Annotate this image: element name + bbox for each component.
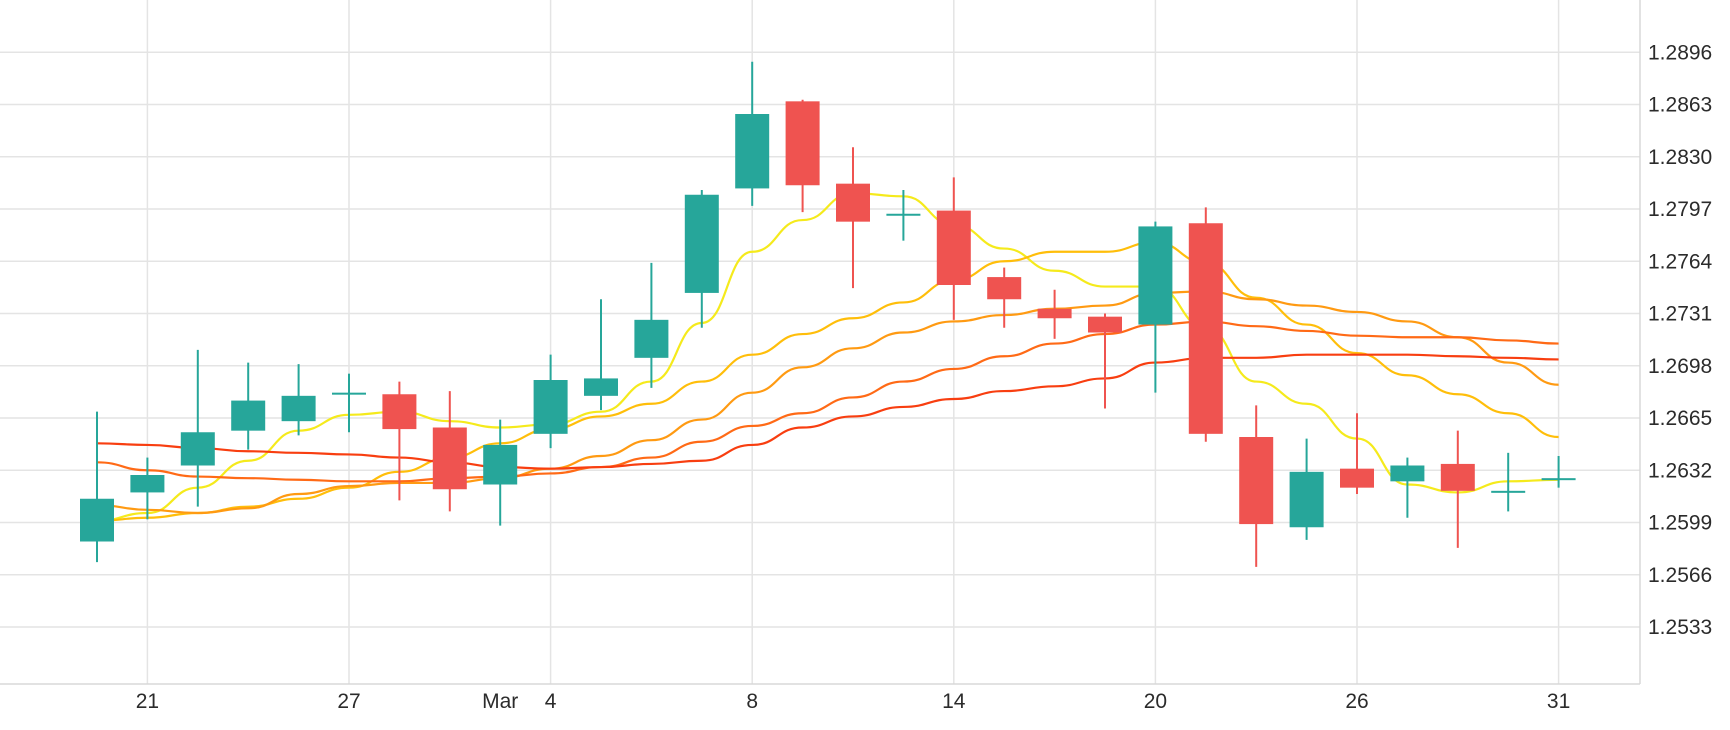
candle-18	[936, 177, 971, 320]
candle-body	[1239, 437, 1274, 525]
candle-26	[1340, 413, 1374, 494]
candle-11	[584, 299, 618, 411]
candle-1	[80, 411, 114, 563]
candle-10	[533, 354, 568, 449]
candle-body	[533, 380, 568, 434]
candle-20	[1037, 289, 1072, 339]
candle-2	[130, 457, 165, 520]
candle-body	[1289, 471, 1324, 528]
candle-body	[332, 392, 366, 395]
axis-layer: 1.2896 1.2863 1.2830 1.2797 1.2764 1.2731 1.26…	[0, 0, 1713, 713]
y-tick-label: 1.2533	[1648, 616, 1712, 639]
candle-body	[180, 432, 215, 466]
candle-body	[1088, 316, 1122, 333]
moving-average-line-4	[96, 320, 1559, 483]
candle-14	[735, 61, 770, 206]
candle-body	[80, 498, 114, 542]
candle-13	[684, 190, 719, 328]
y-tick-label: 1.2566	[1648, 564, 1712, 587]
y-tick-label: 1.2665	[1648, 407, 1712, 430]
y-tick-label: 1.2599	[1648, 512, 1712, 535]
candle-body	[684, 194, 719, 293]
x-tick-label: 21	[136, 690, 159, 713]
candle-body	[1491, 490, 1526, 493]
x-tick-label: 20	[1144, 690, 1167, 713]
candle-body	[1340, 468, 1374, 488]
candle-body	[130, 475, 165, 493]
candle-22	[1138, 221, 1173, 393]
candle-body	[1037, 308, 1072, 319]
candle-body	[1440, 463, 1475, 491]
candle-3	[180, 349, 215, 507]
x-tick-label: 31	[1547, 690, 1570, 713]
candle-body	[634, 319, 669, 358]
moving-average-line-5	[96, 353, 1559, 470]
candle-8	[432, 391, 467, 512]
candle-body	[382, 394, 417, 430]
y-tick-label: 1.2896	[1648, 41, 1712, 64]
grid-layer	[0, 0, 1640, 684]
candle-9	[483, 419, 518, 526]
candle-7	[382, 381, 417, 501]
x-tick-label: Mar	[482, 690, 518, 713]
candle-28	[1440, 430, 1475, 548]
candle-body	[432, 427, 467, 490]
moving-average-line-2	[96, 241, 1559, 523]
candle-body	[1541, 478, 1576, 481]
x-tick-label: 27	[337, 690, 360, 713]
x-tick-label: 8	[746, 690, 758, 713]
candle-body	[1188, 223, 1223, 434]
candle-4	[231, 362, 266, 450]
y-tick-label: 1.2698	[1648, 355, 1712, 378]
candle-body	[836, 183, 870, 222]
candle-layer	[80, 61, 1576, 567]
candle-21	[1088, 313, 1122, 409]
candle-25	[1289, 438, 1324, 540]
candle-24	[1239, 405, 1274, 567]
candle-body	[231, 400, 266, 431]
candle-29	[1491, 452, 1526, 512]
candle-27	[1390, 457, 1425, 518]
candle-16	[836, 147, 870, 289]
x-tick-label: 4	[545, 690, 557, 713]
candle-body	[785, 101, 820, 186]
candle-body	[584, 378, 618, 396]
candle-body	[483, 444, 518, 485]
candle-6	[332, 373, 366, 433]
candle-5	[281, 364, 316, 436]
candle-23	[1188, 207, 1223, 442]
candle-body	[1390, 465, 1425, 482]
x-tick-label: 26	[1345, 690, 1368, 713]
y-tick-label: 1.2797	[1648, 198, 1712, 221]
x-tick-label: 14	[942, 690, 966, 713]
candle-17	[886, 190, 921, 241]
candle-body	[936, 210, 971, 285]
y-tick-label: 1.2830	[1648, 146, 1712, 169]
y-tick-label: 1.2863	[1648, 94, 1712, 117]
candle-body	[886, 213, 921, 216]
candle-body	[1138, 226, 1173, 325]
candle-12	[634, 262, 669, 388]
candle-body	[987, 277, 1022, 300]
y-tick-label: 1.2764	[1648, 250, 1713, 273]
moving-average-line-3	[96, 290, 1559, 515]
candle-15	[785, 99, 820, 213]
y-tick-label: 1.2731	[1648, 303, 1712, 326]
y-tick-label: 1.2632	[1648, 459, 1712, 482]
moving-average-layer	[96, 192, 1559, 523]
candle-19	[987, 267, 1022, 328]
candle-30	[1541, 456, 1576, 488]
candle-body	[735, 114, 770, 189]
candle-body	[281, 395, 316, 422]
